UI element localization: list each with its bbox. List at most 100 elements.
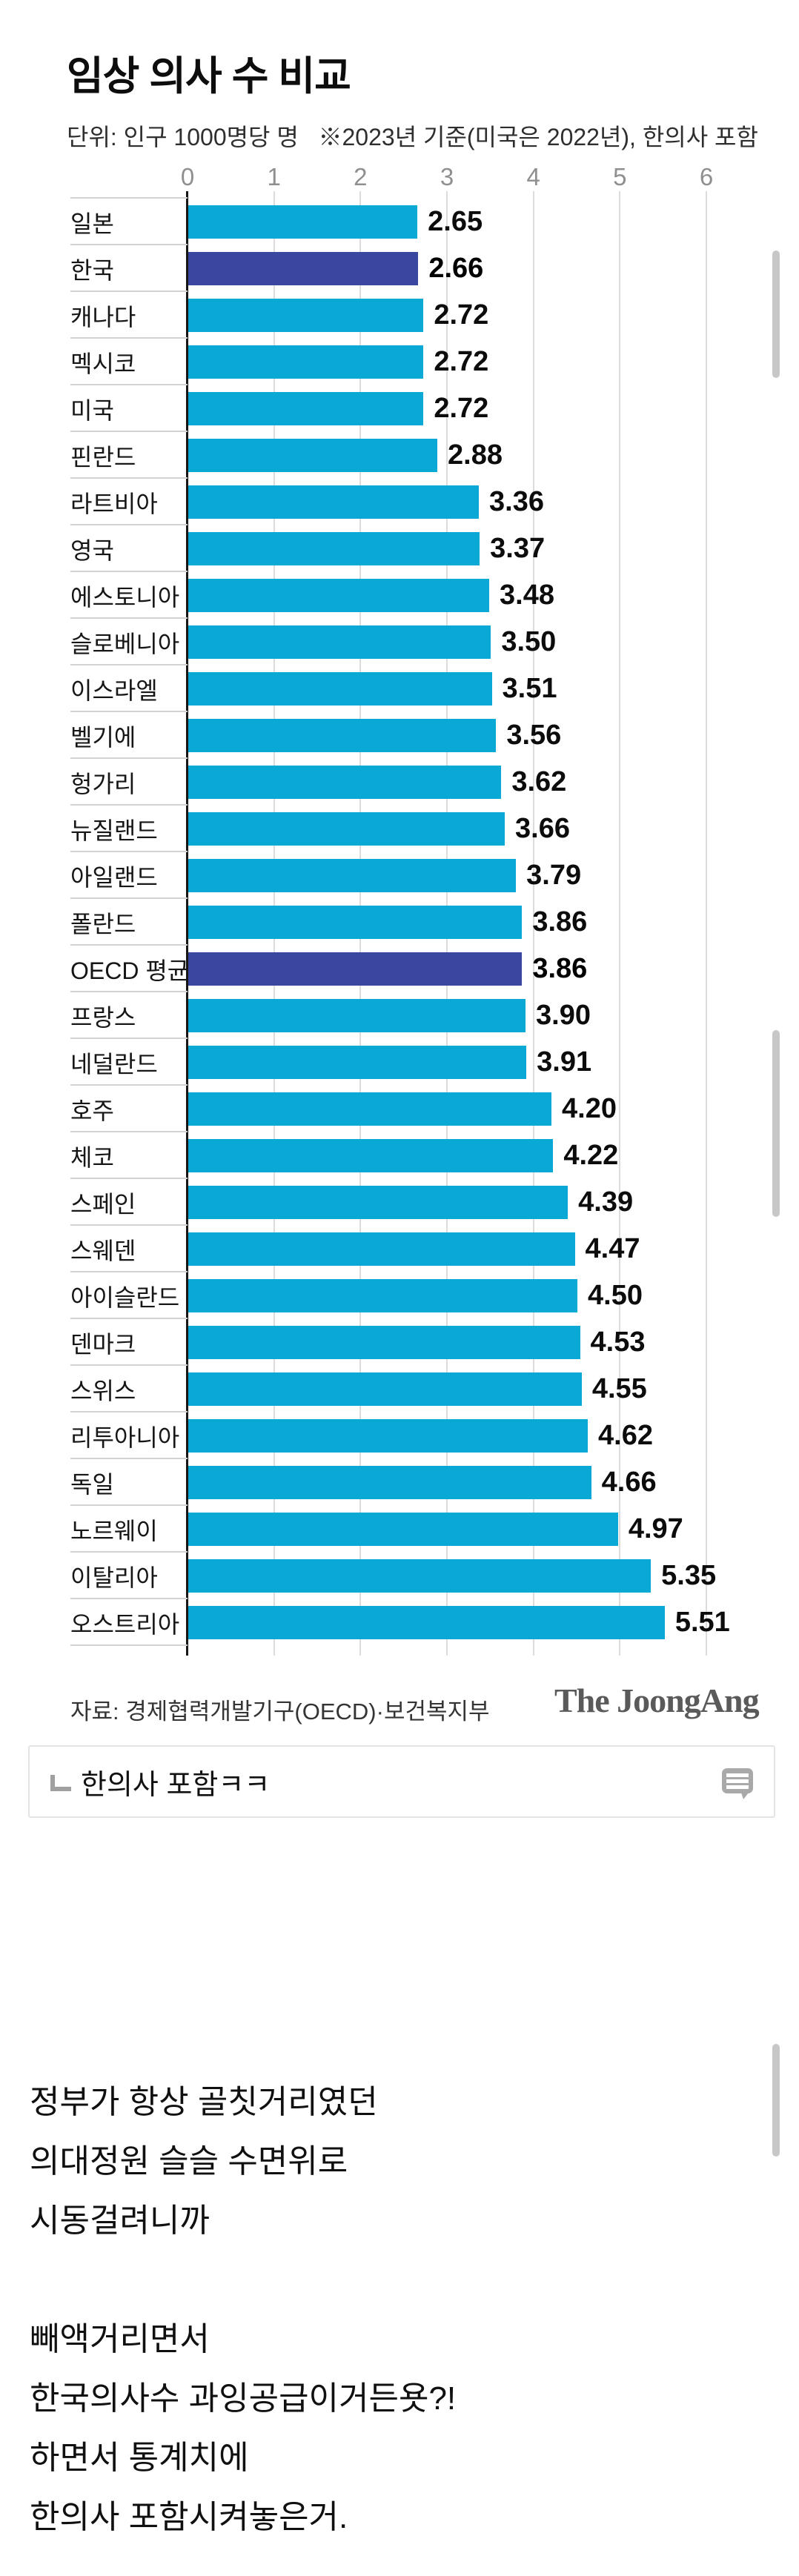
value-label: 5.51 [674,1607,730,1638]
value-label: 4.62 [598,1420,653,1451]
source-note: 자료: 경제협력개발기구(OECD)·보건복지부 [70,1699,490,1724]
country-label: 한국 [70,256,114,284]
bar [188,625,491,659]
chart-row: 프랑스 3.90 [0,992,799,1039]
country-label: OECD 평균 [70,957,190,984]
row-separator [70,1038,188,1039]
bar [188,205,418,239]
country-label: 스위스 [70,1377,136,1404]
chart-row: 체코 4.22 [0,1132,799,1179]
chart-row: 오스트리아 5.51 [0,1599,799,1646]
value-label: 3.36 [489,486,544,517]
country-label: 슬로베니아 [70,630,180,657]
row-separator [70,1131,188,1132]
bar [188,1232,575,1266]
chart-row: 이탈리아 5.35 [0,1553,799,1599]
country-label: 라트비아 [70,490,158,517]
bar [188,439,437,472]
country-label: 폴란드 [70,910,136,937]
chart-row: 캐나다 2.72 [0,292,799,339]
row-separator [70,804,188,806]
country-label: 네덜란드 [70,1050,158,1078]
brand-logo: The JoongAng [554,1682,760,1719]
value-label: 4.39 [578,1186,634,1218]
bar [188,766,502,799]
row-separator [70,291,188,292]
value-label: 3.79 [526,860,582,891]
value-label: 2.72 [434,346,489,377]
chart-row: 에스토니아 3.48 [0,572,799,619]
value-label: 3.56 [506,720,562,751]
row-separator [70,851,188,852]
row-separator [70,431,188,432]
value-label: 3.90 [536,1000,591,1031]
country-label: 덴마크 [70,1330,136,1358]
value-label: 3.50 [501,626,557,657]
bar [188,579,489,612]
row-separator [70,571,188,572]
scrollbar-thumb[interactable] [772,1030,780,1217]
bar [188,1606,665,1639]
row-separator [70,1318,188,1319]
country-label: 이탈리아 [70,1564,158,1591]
bar [188,859,517,892]
country-label: 노르웨이 [70,1517,158,1544]
x-tick-label: 5 [613,163,627,190]
value-label: 3.51 [502,673,557,704]
gridline [619,191,621,1656]
value-label: 4.20 [562,1093,617,1124]
value-label: 3.66 [515,813,570,844]
scrollbar-thumb[interactable] [772,250,780,378]
chart-row: 일본 2.65 [0,199,799,245]
row-separator [70,617,188,619]
chart-row: 영국 3.37 [0,525,799,572]
chart-row: 리투아니아 4.62 [0,1413,799,1459]
value-label: 3.62 [511,766,567,797]
chart-row: 뉴질랜드 3.66 [0,806,799,852]
value-label: 4.50 [588,1280,643,1311]
row-separator [70,1224,188,1226]
chart-row: 스위스 4.55 [0,1366,799,1413]
chart-row: 핀란드 2.88 [0,432,799,479]
row-separator [70,477,188,479]
chart-row: 이스라엘 3.51 [0,665,799,712]
comment-box: 한의사 포함ㅋㅋ [28,1745,775,1818]
bar [188,906,523,939]
country-label: 벨기에 [70,723,136,751]
bar [188,672,492,706]
commentary-text: 정부가 항상 골칫거리였던 의대정원 슬슬 수면위로 시동걸려니까 빼액거리면서… [30,2084,457,2535]
chart-row: 네덜란드 3.91 [0,1039,799,1086]
gridline [532,191,534,1656]
country-label: 헝가리 [70,770,136,797]
chart-row: 헝가리 3.62 [0,759,799,806]
value-label: 2.88 [448,439,503,471]
comment-bubble-icon[interactable] [720,1766,755,1800]
country-label: 아일랜드 [70,863,158,891]
row-separator [70,897,188,899]
row-separator [70,1458,188,1459]
bar-highlighted [188,252,419,285]
bar [188,392,424,425]
chart-subtitle: 단위: 인구 1000명당 명 ※2023년 기준(미국은 2022년), 한의… [67,124,758,150]
chart-row: 아일랜드 3.79 [0,852,799,899]
row-separator [70,1084,188,1086]
gridline [706,191,707,1656]
bar [188,485,479,519]
value-label: 4.66 [601,1467,657,1498]
value-label: 4.97 [628,1513,683,1544]
value-label: 4.47 [585,1233,640,1264]
row-separator [70,524,188,525]
value-label: 3.91 [537,1046,592,1078]
x-tick-label: 0 [180,163,195,190]
scrollbar-thumb[interactable] [772,2044,780,2157]
bar [188,812,505,846]
country-label: 일본 [70,210,114,237]
comment-text: 한의사 포함ㅋㅋ [81,1769,271,1801]
country-label: 영국 [70,537,114,564]
row-separator [70,1551,188,1553]
country-label: 핀란드 [70,443,136,471]
y-axis-line [186,191,188,1656]
value-label: 3.86 [532,906,588,937]
country-label: 오스트리아 [70,1610,180,1638]
